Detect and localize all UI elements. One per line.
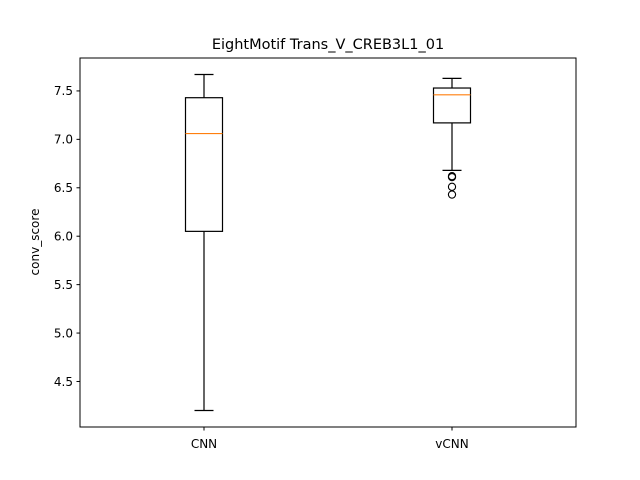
y-tick-label: 7.0 bbox=[54, 133, 73, 147]
y-tick-label: 5.0 bbox=[54, 326, 73, 340]
y-axis-label: conv_score bbox=[28, 209, 42, 276]
iqr-box bbox=[184, 97, 224, 232]
y-tick-label: 7.5 bbox=[54, 84, 73, 98]
axes-frame bbox=[79, 57, 577, 428]
y-tick-label: 6.5 bbox=[54, 181, 73, 195]
y-tick-label: 6.0 bbox=[54, 230, 73, 244]
iqr-box bbox=[432, 87, 472, 124]
outlier-point bbox=[447, 190, 457, 199]
chart-title: EightMotif Trans_V_CREB3L1_01 bbox=[212, 37, 444, 53]
x-tick-label: vCNN bbox=[435, 437, 468, 451]
outlier-point bbox=[447, 172, 457, 182]
y-tick-label: 5.5 bbox=[54, 278, 73, 292]
y-tick-label: 4.5 bbox=[54, 375, 73, 389]
x-tick-label: CNN bbox=[191, 437, 217, 451]
plot-area: 4.5 5.0 5.5 6.0 6.5 7.0 7.5 CNN vCNN bbox=[54, 73, 472, 451]
